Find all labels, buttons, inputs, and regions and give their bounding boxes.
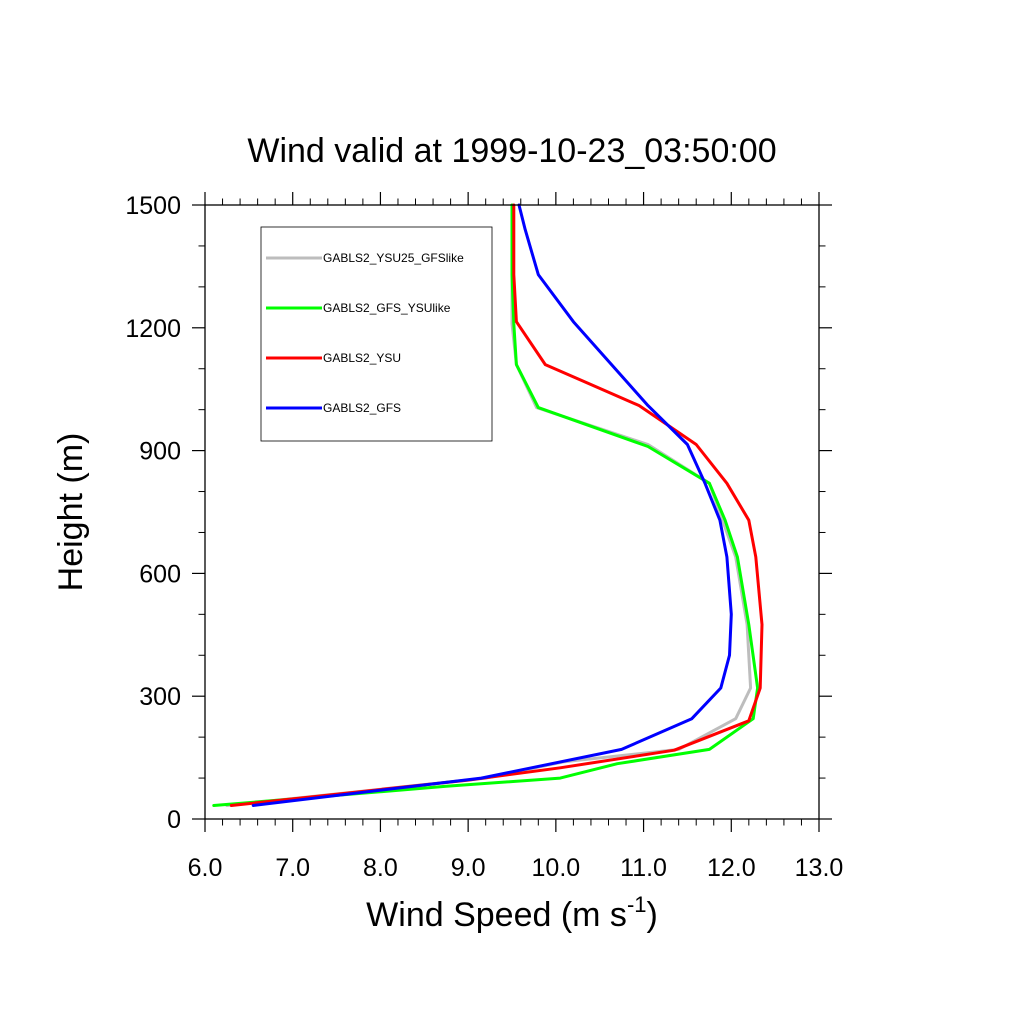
legend-label: GABLS2_GFS: [323, 401, 401, 415]
y-axis-label: Height (m): [52, 433, 90, 592]
series-line-4: [251, 203, 733, 807]
legend-label: GABLS2_GFS_YSUlike: [323, 301, 451, 315]
legend: GABLS2_YSU25_GFSlike GABLS2_GFS_YSUlike GA…: [260, 226, 493, 442]
y-tick-label: 1200: [125, 315, 181, 343]
x-tick-label: 9.0: [451, 854, 486, 882]
series-line-2: [212, 203, 760, 807]
x-tick-label: 7.0: [275, 854, 310, 882]
y-tick-label: 300: [139, 683, 181, 711]
x-tick-label: 8.0: [363, 854, 398, 882]
legend-box: [260, 226, 493, 442]
y-tick-label: 600: [139, 560, 181, 588]
x-tick-label: 13.0: [795, 854, 844, 882]
legend-label: GABLS2_YSU25_GFSlike: [323, 251, 464, 265]
x-axis-label-text: Wind Speed (m s: [366, 896, 627, 934]
y-tick-label: 1500: [125, 192, 181, 220]
plot-frame: [204, 204, 820, 820]
x-axis-label-superscript: -1: [627, 892, 647, 917]
chart-title: Wind valid at 1999-10-23_03:50:00: [247, 132, 776, 170]
series-line-3: [229, 203, 764, 807]
x-axis-label-close: ): [647, 896, 658, 934]
x-tick-label: 10.0: [532, 854, 581, 882]
y-tick-label: 0: [167, 806, 181, 834]
x-tick-label: 6.0: [188, 854, 223, 882]
y-tick-label: 900: [139, 438, 181, 466]
plot-area: [212, 203, 764, 807]
legend-label: GABLS2_YSU: [323, 351, 401, 365]
x-tick-label: 12.0: [707, 854, 756, 882]
x-axis-label: Wind Speed (m s-1): [366, 892, 658, 934]
axis-ticks: 6.0 7.0 8.0 9.0 10.0 11.0 12.0 13.0 0 300 600 900 12…: [125, 192, 843, 882]
x-tick-label: 11.0: [620, 854, 667, 882]
